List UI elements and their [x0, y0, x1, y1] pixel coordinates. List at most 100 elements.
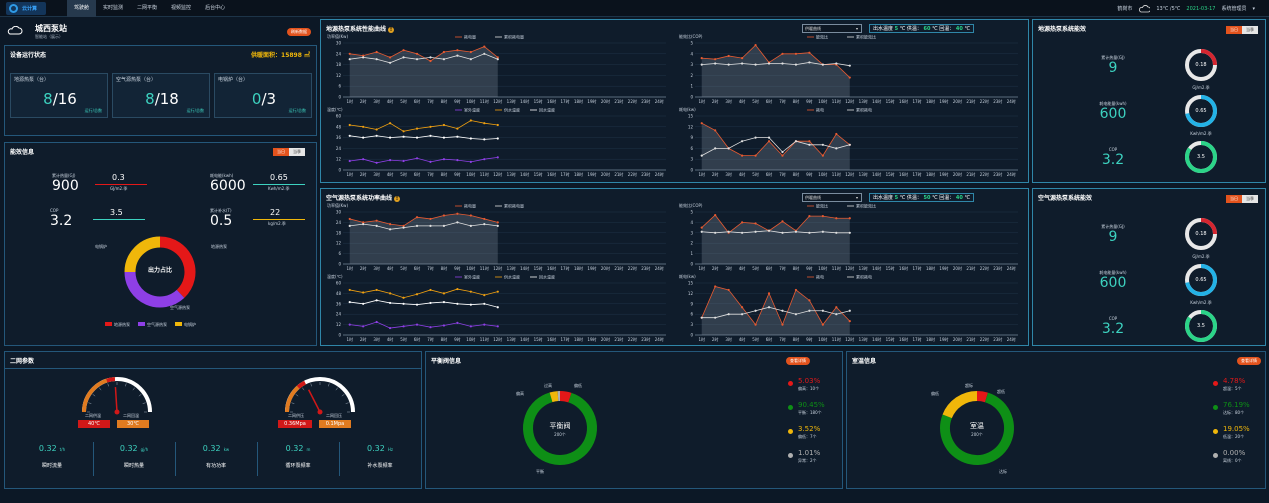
user-menu[interactable]: 系统管理员 — [1221, 6, 1247, 12]
data-point[interactable] — [767, 136, 771, 139]
data-point[interactable] — [781, 323, 784, 326]
data-point[interactable] — [767, 292, 771, 295]
curve-type-select[interactable]: 供暖曲线 ▾ — [802, 193, 862, 202]
data-point[interactable] — [402, 56, 405, 59]
data-point[interactable] — [469, 325, 472, 328]
data-point[interactable] — [402, 135, 405, 138]
data-point[interactable] — [794, 140, 798, 143]
data-point[interactable] — [496, 137, 499, 140]
brand-logo[interactable]: 云计算 — [6, 2, 46, 15]
data-point[interactable] — [442, 324, 446, 327]
data-point[interactable] — [821, 230, 824, 233]
data-point[interactable] — [362, 136, 365, 139]
data-point[interactable] — [469, 58, 472, 61]
data-point[interactable] — [700, 122, 703, 125]
period-day-button[interactable]: 当日 — [1226, 195, 1242, 203]
data-point[interactable] — [794, 63, 798, 66]
data-point[interactable] — [375, 58, 378, 61]
data-point[interactable] — [456, 287, 459, 291]
data-point[interactable] — [362, 325, 365, 328]
data-point[interactable] — [469, 224, 472, 227]
donut-slice[interactable] — [124, 271, 185, 308]
data-point[interactable] — [375, 161, 378, 164]
data-point[interactable] — [496, 224, 499, 227]
data-point[interactable] — [767, 229, 771, 232]
data-point[interactable] — [415, 303, 419, 306]
data-point[interactable] — [835, 313, 838, 316]
info-icon[interactable]: ! — [388, 26, 395, 33]
data-point[interactable] — [348, 52, 351, 55]
data-point[interactable] — [483, 323, 486, 326]
donut-slice[interactable] — [942, 391, 978, 419]
data-point[interactable] — [835, 147, 838, 150]
data-point[interactable] — [348, 134, 351, 137]
data-point[interactable] — [781, 309, 784, 312]
data-point[interactable] — [429, 56, 432, 59]
donut-slice[interactable] — [940, 392, 1014, 465]
data-point[interactable] — [389, 61, 392, 64]
data-point[interactable] — [389, 301, 392, 305]
data-point[interactable] — [714, 285, 717, 288]
data-point[interactable] — [727, 313, 730, 316]
legend-label[interactable]: 回水温度 — [539, 107, 555, 113]
data-point[interactable] — [754, 230, 757, 233]
data-point[interactable] — [362, 302, 365, 305]
legend-label[interactable]: 室外温度 — [464, 274, 480, 280]
data-point[interactable] — [808, 51, 811, 54]
data-point[interactable] — [415, 127, 419, 130]
data-point[interactable] — [375, 128, 378, 131]
data-point[interactable] — [700, 57, 703, 60]
data-point[interactable] — [375, 288, 378, 292]
data-point[interactable] — [714, 214, 717, 217]
data-point[interactable] — [821, 323, 824, 326]
legend-label[interactable]: 累积能效比 — [856, 34, 876, 40]
data-point[interactable] — [415, 224, 419, 227]
donut-slice[interactable] — [549, 391, 559, 403]
site-name[interactable]: 城西泵站 — [35, 24, 67, 33]
donut-slice[interactable] — [523, 392, 597, 465]
data-point[interactable] — [767, 140, 771, 143]
legend-label[interactable]: 能效比 — [816, 34, 828, 40]
data-point[interactable] — [375, 224, 378, 227]
donut-slice[interactable] — [976, 391, 988, 403]
data-point[interactable] — [362, 221, 365, 224]
legend-label[interactable]: 累积耗电 — [856, 107, 872, 113]
data-point[interactable] — [389, 228, 392, 231]
period-season-button[interactable]: 当季 — [289, 148, 305, 156]
data-point[interactable] — [741, 231, 744, 234]
device-card[interactable]: 空气源热泵（台） 8/18 运行/总数 — [112, 73, 210, 118]
data-point[interactable] — [848, 217, 851, 220]
data-point[interactable] — [781, 154, 784, 157]
data-point[interactable] — [754, 309, 757, 312]
data-point[interactable] — [483, 223, 486, 226]
data-point[interactable] — [442, 123, 446, 127]
data-point[interactable] — [496, 290, 499, 293]
data-point[interactable] — [496, 221, 499, 224]
tab-cockpit[interactable]: 驾驶舱 — [67, 0, 97, 17]
legend-label[interactable]: 耗电 — [816, 274, 824, 280]
data-point[interactable] — [402, 302, 405, 305]
data-point[interactable] — [754, 222, 757, 225]
data-point[interactable] — [362, 56, 365, 59]
data-point[interactable] — [714, 129, 717, 132]
data-point[interactable] — [700, 226, 703, 229]
data-point[interactable] — [714, 62, 717, 65]
legend-label[interactable]: 供水温度 — [504, 274, 520, 280]
tab-admin[interactable]: 后台中心 — [205, 5, 226, 11]
data-point[interactable] — [848, 320, 851, 323]
data-point[interactable] — [700, 63, 703, 66]
data-point[interactable] — [794, 230, 798, 233]
data-point[interactable] — [442, 158, 446, 161]
data-point[interactable] — [362, 291, 365, 294]
data-point[interactable] — [456, 159, 459, 162]
data-point[interactable] — [402, 226, 405, 229]
data-point[interactable] — [375, 299, 378, 302]
period-day-button[interactable]: 当日 — [273, 148, 289, 156]
data-point[interactable] — [496, 156, 499, 159]
data-point[interactable] — [727, 288, 730, 292]
info-icon[interactable]: ! — [394, 195, 401, 202]
data-point[interactable] — [767, 306, 771, 309]
period-season-button[interactable]: 当季 — [1242, 26, 1258, 34]
data-point[interactable] — [456, 127, 459, 130]
data-point[interactable] — [496, 58, 499, 61]
